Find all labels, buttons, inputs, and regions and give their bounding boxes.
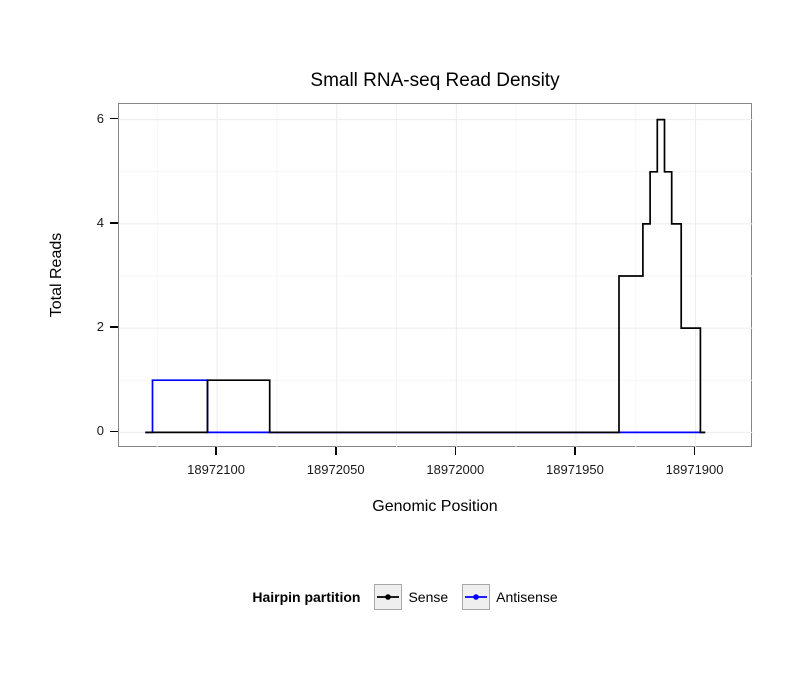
legend-key-antisense <box>462 584 491 610</box>
chart-title: Small RNA-seq Read Density <box>310 70 560 91</box>
x-axis-tick <box>574 447 576 455</box>
legend-items: Sense Antisense <box>374 584 558 610</box>
legend-label-antisense: Antisense <box>496 589 558 605</box>
legend: Hairpin partition Sense Antisense <box>0 580 810 614</box>
legend-item-antisense: Antisense <box>462 584 558 610</box>
y-tick-label: 6 <box>96 110 104 126</box>
x-axis-label: Genomic Position <box>372 498 498 515</box>
x-tick-label: 18971900 <box>665 462 724 477</box>
y-tick-label: 0 <box>96 423 104 439</box>
legend-key-sense <box>374 584 403 610</box>
legend-title: Hairpin partition <box>252 589 361 605</box>
y-axis-label: Total Reads <box>48 232 65 318</box>
x-tick-label: 18972000 <box>426 462 485 477</box>
x-tick-label: 18972100 <box>187 462 245 477</box>
x-tick-label: 18972050 <box>306 462 365 477</box>
y-axis-tick <box>110 222 118 224</box>
x-axis-tick <box>454 447 457 455</box>
legend-glyph-antisense-icon <box>465 594 488 600</box>
legend-label-sense: Sense <box>408 589 449 605</box>
series-line-antisense <box>145 379 706 434</box>
y-tick-label: 2 <box>96 319 104 335</box>
y-axis-tick <box>110 430 118 433</box>
x-axis-tick <box>334 447 337 455</box>
x-axis-tick <box>693 447 696 455</box>
series-line-sense <box>145 118 706 434</box>
x-axis-tick <box>215 447 217 455</box>
y-tick-label: 4 <box>96 214 104 230</box>
legend-glyph-sense-icon <box>377 594 400 600</box>
legend-item-sense: Sense <box>374 584 448 610</box>
plot-area <box>119 104 753 448</box>
plot-panel <box>118 103 753 448</box>
y-axis-tick <box>110 117 118 120</box>
y-axis-tick <box>110 326 118 328</box>
x-tick-label: 18971950 <box>546 462 604 477</box>
